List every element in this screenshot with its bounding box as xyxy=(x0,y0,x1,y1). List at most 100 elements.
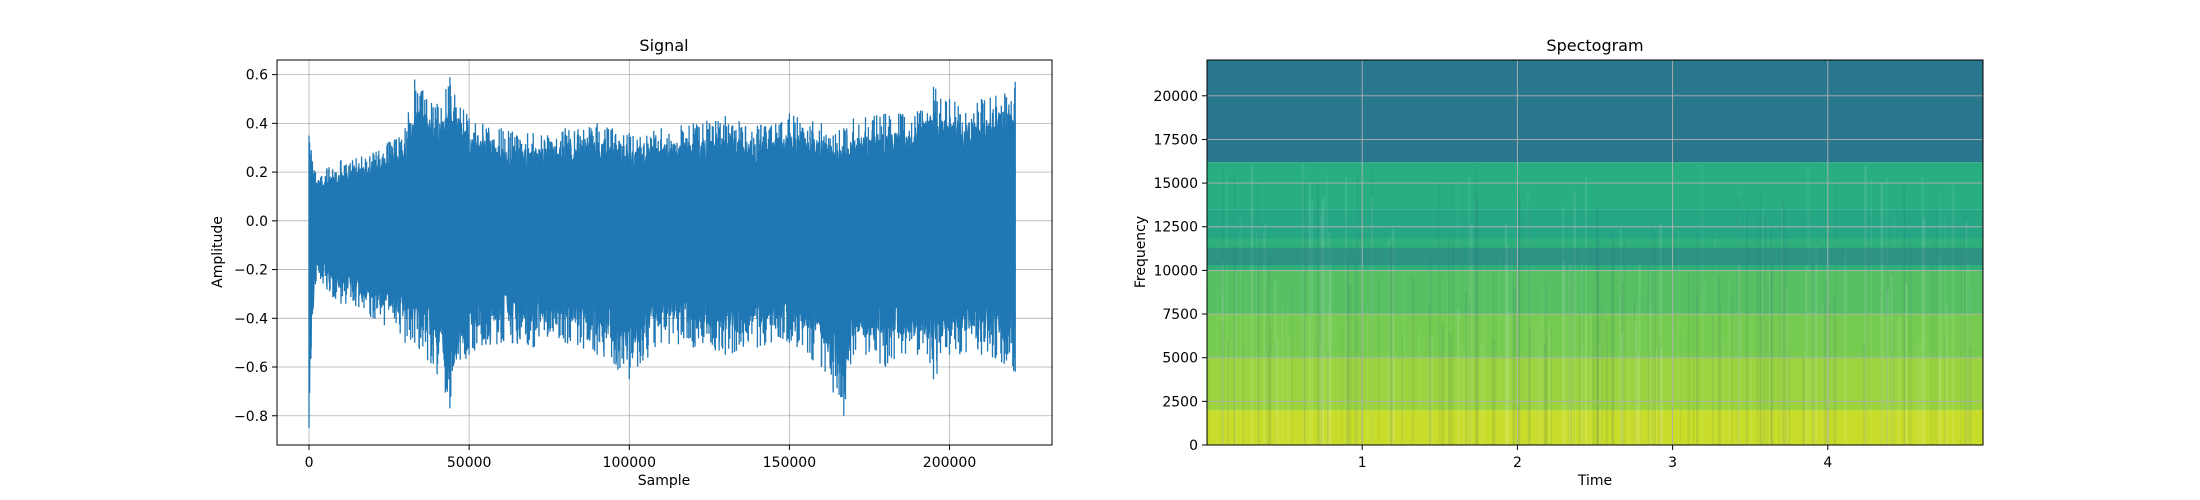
spectrogram-texture xyxy=(1480,342,1483,445)
spectrogram-texture xyxy=(1944,217,1947,445)
spectrogram-texture xyxy=(1527,206,1530,445)
spectrogram-x-tick-label: 2 xyxy=(1513,455,1522,471)
spectrogram-texture xyxy=(1620,251,1622,445)
spectrogram-texture xyxy=(1370,169,1373,445)
spectrogram-texture xyxy=(1550,327,1553,445)
spectrogram-texture xyxy=(1930,263,1933,445)
spectrogram-texture xyxy=(1696,233,1699,445)
spectrogram-texture xyxy=(1281,304,1284,445)
spectrogram-texture xyxy=(1354,262,1357,445)
spectrogram-texture xyxy=(1938,348,1941,445)
spectrogram-texture xyxy=(1647,263,1651,445)
spectrogram-texture xyxy=(1446,277,1448,445)
spectrogram-texture xyxy=(1769,269,1771,445)
spectrogram-texture xyxy=(1701,164,1704,445)
spectrogram-texture xyxy=(1760,190,1762,445)
spectrogram-texture xyxy=(1328,232,1331,445)
spectrogram-texture xyxy=(1319,341,1323,445)
spectrogram-texture xyxy=(1222,163,1224,445)
spectrogram-texture xyxy=(1264,223,1267,445)
spectrogram-texture xyxy=(1540,248,1542,445)
spectrogram-texture xyxy=(1562,206,1565,445)
spectrogram-texture xyxy=(1430,336,1433,445)
spectrogram-texture xyxy=(1216,244,1218,445)
spectrogram-texture xyxy=(1638,264,1641,445)
spectrogram-texture xyxy=(1921,178,1924,445)
spectrogram-texture xyxy=(1355,355,1358,445)
spectrogram-texture xyxy=(1736,195,1740,445)
spectrogram-texture xyxy=(1756,210,1759,445)
spectrogram-texture xyxy=(1703,278,1706,445)
spectrogram-texture xyxy=(1568,263,1572,445)
spectrogram-texture xyxy=(1548,324,1551,445)
spectrogram-texture xyxy=(1767,282,1769,445)
spectrogram-texture xyxy=(1464,291,1468,445)
spectrogram-texture xyxy=(1263,232,1265,445)
spectrogram-texture xyxy=(1311,200,1313,445)
spectrogram-texture xyxy=(1712,315,1714,445)
spectrogram-texture xyxy=(1584,177,1587,445)
spectrogram-texture xyxy=(1650,306,1653,445)
spectrogram-texture xyxy=(1628,310,1630,445)
spectrogram-texture xyxy=(1844,250,1847,445)
spectrogram-texture xyxy=(1595,207,1599,445)
spectrogram-texture xyxy=(1788,349,1791,445)
spectrogram-texture xyxy=(1462,349,1466,445)
signal-x-tick-label: 100000 xyxy=(603,455,656,471)
spectrogram-texture xyxy=(1659,223,1662,445)
spectrogram-texture xyxy=(1651,219,1654,445)
spectrogram-texture xyxy=(1366,306,1369,445)
spectrogram-texture xyxy=(1392,313,1395,445)
spectrogram-texture xyxy=(1513,288,1517,445)
signal-x-tick-label: 150000 xyxy=(763,455,816,471)
spectrogram-texture xyxy=(1227,339,1229,445)
spectrogram-texture xyxy=(1807,166,1810,445)
spectrogram-texture xyxy=(1356,171,1359,445)
spectrogram-axes-frame xyxy=(1206,59,1984,446)
spectrogram-texture xyxy=(1692,273,1695,445)
spectrogram-texture xyxy=(1898,316,1901,445)
spectrogram-texture xyxy=(1781,200,1784,445)
spectrogram-dark-streak xyxy=(1207,247,1983,266)
spectrogram-texture xyxy=(1761,316,1763,445)
spectrogram-texture xyxy=(1544,281,1547,445)
signal-x-ticks: 0 50000 100000 150000 200000 xyxy=(305,445,976,471)
spectrogram-texture xyxy=(1221,321,1224,445)
spectrogram-texture xyxy=(1835,180,1837,445)
spectrogram-texture xyxy=(1718,276,1721,445)
spectrogram-texture xyxy=(1537,321,1541,445)
spectrogram-texture xyxy=(1593,275,1595,445)
spectrogram-texture xyxy=(1512,273,1515,445)
spectrogram-texture xyxy=(1916,342,1918,445)
spectrogram-texture xyxy=(1491,337,1494,445)
spectrogram-y-tick-label: 5000 xyxy=(1162,351,1198,367)
spectrogram-x-tick-label: 4 xyxy=(1823,455,1832,471)
signal-y-tick-label: 0.2 xyxy=(246,165,268,181)
spectrogram-texture xyxy=(1908,234,1912,445)
spectrogram-texture xyxy=(1418,330,1420,445)
spectrogram-texture xyxy=(1633,300,1636,445)
spectrogram-texture xyxy=(1620,333,1624,445)
spectrogram-texture xyxy=(1660,348,1664,445)
spectrogram-texture xyxy=(1640,294,1642,445)
spectrogram-band xyxy=(1207,162,1983,210)
spectrogram-texture xyxy=(1323,197,1325,445)
spectrogram-texture xyxy=(1959,232,1963,445)
spectrogram-texture xyxy=(1573,253,1576,445)
spectrogram-texture xyxy=(1938,257,1941,445)
spectrogram-texture xyxy=(1546,331,1548,445)
spectrogram-texture xyxy=(1329,269,1333,445)
spectrogram-y-tick-label: 12500 xyxy=(1153,220,1198,236)
signal-y-tick-label: 0.4 xyxy=(246,116,268,132)
spectrogram-texture xyxy=(1290,288,1293,445)
spectrogram-texture xyxy=(1226,175,1228,445)
spectrogram-texture xyxy=(1256,179,1260,445)
spectrogram-texture xyxy=(1492,271,1496,445)
spectrogram-texture xyxy=(1885,264,1889,445)
spectrogram-texture xyxy=(1504,223,1508,445)
spectrogram-texture xyxy=(1517,176,1520,445)
spectrogram-band xyxy=(1207,314,1983,358)
spectrogram-texture xyxy=(1619,228,1623,445)
spectrogram-texture xyxy=(1781,199,1785,445)
